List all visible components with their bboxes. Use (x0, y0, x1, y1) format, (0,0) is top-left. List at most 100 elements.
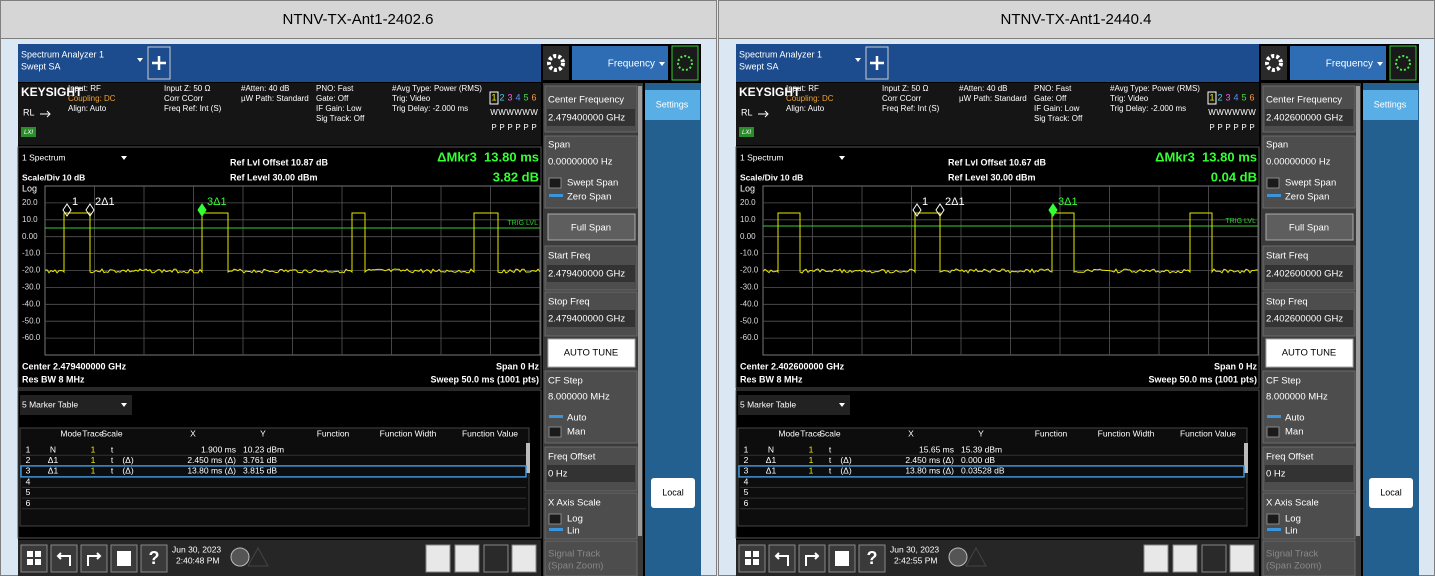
trace-type: W (1216, 108, 1224, 117)
softkey-label: Signal Track (1266, 549, 1319, 560)
table-header: X (190, 428, 196, 438)
marker-label: 1 (922, 196, 928, 208)
status-text: #Avg Type: Power (RMS) (392, 84, 482, 93)
signal-track-key[interactable] (544, 540, 638, 576)
footer-time: 2:42:55 PM (894, 555, 937, 565)
radio-on (549, 415, 563, 418)
softkey-value: 2.479400000 GHz (548, 113, 625, 124)
row-selected (738, 465, 1245, 478)
status-icon[interactable] (1389, 45, 1417, 81)
menu-tab-label: Frequency (608, 59, 655, 70)
option-label: Auto (567, 413, 587, 424)
full-span-button[interactable] (547, 213, 636, 241)
softkey-label: Center Frequency (548, 95, 624, 106)
softkey-label: Span (548, 140, 570, 151)
y-tick-label: -40.0 (22, 299, 41, 308)
marker-value: 3.82 dB (493, 169, 539, 184)
radio-on (549, 528, 563, 531)
window-frame (17, 146, 542, 389)
marker (85, 203, 95, 217)
file-button[interactable] (828, 544, 856, 573)
full-span-button[interactable] (1265, 213, 1354, 241)
panel: NTNV-TX-Ant1-2440.4 Spectrum Analyzer 1 Sw… (718, 0, 1435, 576)
status-text: Input Z: 50 Ω (164, 84, 210, 93)
touch-button[interactable] (454, 544, 480, 573)
chat-icon[interactable] (230, 547, 250, 567)
settings-tab[interactable] (645, 90, 700, 120)
panel-header (0, 0, 717, 39)
row-scale: t (111, 455, 114, 465)
y-tick-label: -30.0 (22, 283, 41, 292)
row-x: 15.65 ms (919, 444, 954, 454)
row-number: 2 (26, 455, 31, 465)
redo-button[interactable] (798, 544, 826, 573)
status-text: #Atten: 40 dB (241, 84, 289, 93)
settings-tab[interactable] (1363, 90, 1418, 120)
status-text: Sig Track: Off (1034, 114, 1083, 123)
row-trace: 1 (809, 455, 814, 465)
row-number: 1 (26, 444, 31, 454)
windows-button[interactable] (738, 544, 766, 573)
trace-type: W (1240, 108, 1248, 117)
marker-readout: ΔMkr3 13.80 ms (1155, 149, 1257, 164)
help-button[interactable] (140, 544, 168, 573)
status-text: Sig Track: Off (316, 114, 365, 123)
input-arrow (40, 110, 51, 118)
softkey-label: CF Step (548, 376, 583, 387)
touch-button[interactable] (1172, 544, 1198, 573)
chat-icon[interactable] (948, 547, 968, 567)
button-label: AUTO TUNE (564, 348, 619, 359)
windows-grid-button[interactable] (483, 544, 509, 573)
menu-tab[interactable] (572, 46, 668, 80)
row-scale: t (111, 466, 114, 476)
row-number: 5 (26, 487, 31, 497)
marker (62, 203, 72, 217)
marker (1048, 203, 1058, 217)
fullscreen-button[interactable] (511, 544, 537, 573)
local-button[interactable] (1369, 478, 1413, 508)
table-dropdown[interactable] (20, 395, 132, 415)
trace-number: 3 (507, 92, 512, 102)
table-header: Function Value (462, 428, 518, 438)
softkey-label: Start Freq (1266, 251, 1308, 262)
gear-button[interactable] (543, 46, 569, 80)
row-number: 6 (744, 498, 749, 508)
row-number: 3 (744, 466, 749, 476)
undo-button[interactable] (50, 544, 78, 573)
windows-button[interactable] (20, 544, 48, 573)
gear-icon (547, 54, 565, 72)
windows-grid-button[interactable] (1201, 544, 1227, 573)
auto-tune-button[interactable] (547, 338, 636, 368)
rl-label: RL (741, 107, 753, 117)
row-trace: 1 (91, 466, 96, 476)
redo-button[interactable] (80, 544, 108, 573)
gear-button[interactable] (1261, 46, 1287, 80)
table-dropdown[interactable] (738, 395, 850, 415)
auto-tune-button[interactable] (1265, 338, 1354, 368)
status-icon[interactable] (671, 45, 699, 81)
trace-detector: P (1217, 123, 1222, 132)
status-text: Gate: Off (1034, 94, 1067, 103)
trace-detector: P (1209, 123, 1214, 132)
file-icon (835, 551, 849, 566)
info-bar (736, 83, 1259, 145)
local-button[interactable] (651, 478, 695, 508)
status-text: Corr CCorr (882, 94, 921, 103)
option-label: Swept Span (1285, 178, 1336, 189)
trace-number: 5 (1241, 92, 1246, 102)
fullscreen-button[interactable] (1229, 544, 1255, 573)
y-tick-label: -50.0 (22, 316, 41, 325)
trace-type: W (490, 108, 498, 117)
softkey-label: Freq Offset (1266, 452, 1314, 463)
help-button[interactable] (858, 544, 886, 573)
marker-label: 3Δ1 (207, 196, 227, 208)
keypad-button[interactable] (1143, 544, 1169, 573)
trace-type: W (506, 108, 514, 117)
undo-button[interactable] (768, 544, 796, 573)
keypad-button[interactable] (425, 544, 451, 573)
signal-track-key[interactable] (1262, 540, 1356, 576)
y-tick-label: 10.0 (740, 215, 756, 224)
menu-tab[interactable] (1290, 46, 1386, 80)
row-number: 6 (26, 498, 31, 508)
footer-time: 2:40:48 PM (176, 555, 219, 565)
